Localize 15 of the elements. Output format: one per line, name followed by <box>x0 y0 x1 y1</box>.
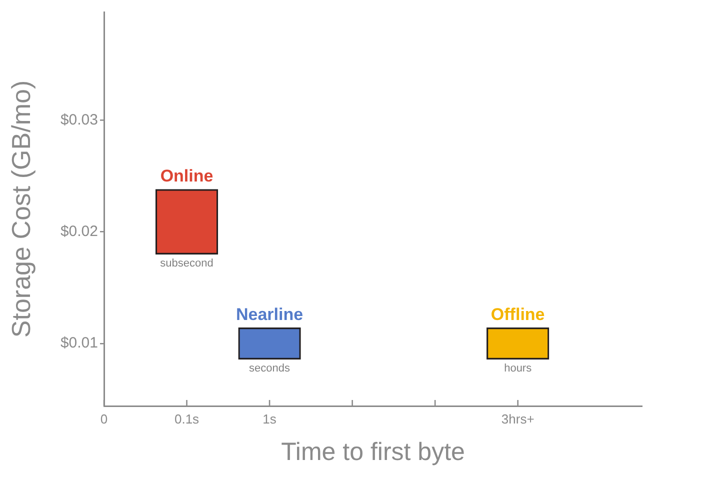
y-tick-label: $0.02 <box>60 223 98 240</box>
series-label: Nearline <box>236 305 304 324</box>
annotation: subsecond <box>160 258 214 270</box>
y-tick-label: $0.03 <box>60 111 98 128</box>
x-tick-label: 0.1s <box>174 411 200 426</box>
annotation: seconds <box>249 362 291 375</box>
y-tick-label: $0.01 <box>60 334 98 352</box>
x-tick-label: 1s <box>262 411 277 426</box>
x-axis-title: Time to first byte <box>281 438 465 466</box>
series-label: Offline <box>490 305 545 324</box>
annotation: hours <box>504 362 532 375</box>
x-tick-label: 0 <box>100 411 108 426</box>
x-tick-label: 3hrs+ <box>501 411 534 426</box>
y-axis-title: Storage Cost (GB/mo) <box>6 80 36 338</box>
series-label: Online <box>160 166 214 186</box>
